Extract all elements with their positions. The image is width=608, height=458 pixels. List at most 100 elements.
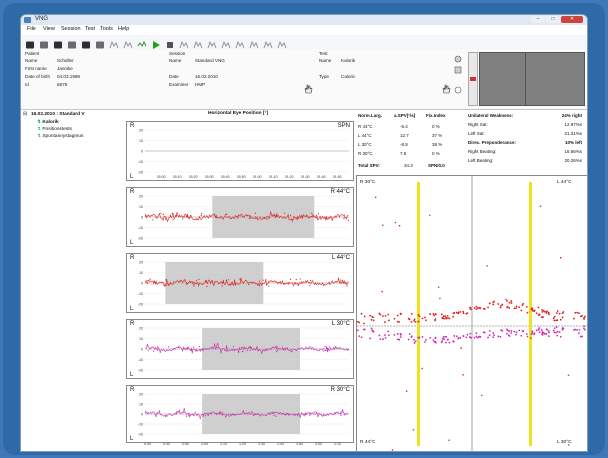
save-as-icon[interactable] xyxy=(81,37,91,49)
spv-point-red xyxy=(387,313,390,316)
spv-point-red xyxy=(479,307,482,310)
spv-point-red xyxy=(533,309,536,312)
spv-point xyxy=(200,212,203,215)
x-tick-label: 0:40 xyxy=(163,442,170,446)
panel-label-left-side: L xyxy=(130,240,134,246)
spv-point-magenta xyxy=(552,329,555,332)
spv-point-red xyxy=(542,309,545,312)
spv-point-magenta xyxy=(479,335,482,338)
trace-panel-4[interactable]: 20 10 0 -10 -20 R L 30°C L xyxy=(126,319,354,379)
marker-icon[interactable] xyxy=(123,37,133,49)
spv-point-magenta xyxy=(379,338,382,340)
spv-point-magenta xyxy=(442,336,445,338)
spv-outlier xyxy=(391,449,394,451)
eye-icon[interactable] xyxy=(263,37,273,49)
spv-point-red xyxy=(521,304,524,306)
panel-label-left-side: L xyxy=(130,174,134,180)
play-icon[interactable] xyxy=(151,37,161,49)
spv-point-magenta xyxy=(497,335,500,338)
tree-root[interactable]: 16.02.2010 : Standard V xyxy=(31,112,85,117)
x-tick-label: 1:50 xyxy=(296,442,303,446)
tree-item-positionstests[interactable]: ↯ Positionstests xyxy=(37,127,72,132)
menu-help[interactable]: Help xyxy=(118,26,130,32)
list-icon[interactable] xyxy=(454,66,462,74)
menu-test[interactable]: Test xyxy=(85,26,96,32)
maximize-button[interactable]: □ xyxy=(546,16,560,23)
hand-icon-2[interactable] xyxy=(441,84,451,94)
save-icon[interactable] xyxy=(67,37,77,49)
close-button[interactable]: ✕ xyxy=(561,16,583,23)
menu-view[interactable]: View xyxy=(43,26,55,32)
tree-item-spontannystagmus[interactable]: ↯ Spontannystagmus xyxy=(37,134,84,139)
spectrum-icon[interactable] xyxy=(207,37,217,49)
target-icon[interactable] xyxy=(454,86,462,94)
spv-point xyxy=(225,350,228,352)
menu-file[interactable]: File xyxy=(27,26,36,32)
menu-tools[interactable]: Tools xyxy=(100,26,113,32)
spv-outlier xyxy=(567,444,570,446)
print-icon[interactable] xyxy=(95,37,105,49)
waveform-icon[interactable] xyxy=(193,37,203,49)
slider-thumb[interactable] xyxy=(470,77,476,81)
spv-point-red xyxy=(553,319,556,322)
spv-outlier xyxy=(567,374,570,376)
spv-point xyxy=(186,215,188,218)
spv-point xyxy=(200,215,202,217)
crosshair-icon[interactable] xyxy=(179,37,189,49)
menu-session[interactable]: Session xyxy=(61,26,81,32)
spv-outlier xyxy=(394,221,397,224)
open-icon[interactable] xyxy=(39,37,49,49)
settings-icon[interactable] xyxy=(235,37,245,49)
analysis-icon[interactable] xyxy=(221,37,231,49)
spv-point xyxy=(191,349,193,351)
nystagmus-icon[interactable] xyxy=(249,37,259,49)
spv-point-magenta xyxy=(545,333,548,335)
stats-right-label: Direc. Preponderance: xyxy=(468,140,517,145)
spv-point-magenta xyxy=(429,336,432,339)
tree-item-kalorik[interactable]: ↯ Kalorik xyxy=(37,120,59,125)
record-dot-icon[interactable] xyxy=(454,55,462,63)
spv-point-magenta xyxy=(533,332,536,335)
spv-point-magenta xyxy=(396,333,399,335)
stats-right-value: 21.31%s xyxy=(564,131,582,136)
new-icon[interactable] xyxy=(25,37,35,49)
spv-point-red xyxy=(363,322,365,325)
trace-panel-3[interactable]: 20 10 0 -10 -20 R L 44°C L xyxy=(126,253,354,313)
patient-first-label: First name xyxy=(25,66,47,71)
spv-point xyxy=(155,216,157,218)
spv-point xyxy=(254,349,256,351)
trace-panel-2[interactable]: 20 10 0 -10 -20 R R 44°C L xyxy=(126,187,354,247)
y-tick-label: -10 xyxy=(138,160,143,164)
patient-icon[interactable] xyxy=(53,37,63,49)
spv-point xyxy=(187,346,189,348)
x-tick-label: 1:40 xyxy=(277,442,284,446)
spv-point xyxy=(242,351,244,353)
tree-expander-icon[interactable]: ⊟ xyxy=(23,112,28,117)
vertical-slider[interactable] xyxy=(468,52,478,106)
y-tick-label: -10 xyxy=(138,423,143,427)
spv-point-red xyxy=(384,315,387,317)
stop-icon[interactable] xyxy=(165,37,175,48)
spv-point-magenta xyxy=(418,336,421,339)
trace-panel-1[interactable]: 20 10 0 -10 -20 00:00 00:10 00:20 00:30 00:40 00:5… xyxy=(126,121,354,181)
hand-icon[interactable] xyxy=(303,84,313,94)
spv-point-red xyxy=(413,318,416,321)
spv-point xyxy=(221,285,223,287)
calibrate-icon[interactable] xyxy=(109,37,119,49)
spv-point-red xyxy=(396,320,399,323)
rotate-icon[interactable] xyxy=(277,37,287,49)
spv-point-magenta xyxy=(413,342,416,344)
trace-panel-5[interactable]: 20 10 0 -10 -20 R R 30°C L xyxy=(126,385,354,443)
spv-point xyxy=(171,212,173,214)
spv-point-red xyxy=(418,315,421,318)
minimize-button[interactable]: – xyxy=(531,16,545,23)
y-tick-label: -20 xyxy=(138,369,143,373)
spv-point-magenta xyxy=(487,336,489,339)
spv-point xyxy=(346,285,348,287)
spv-point xyxy=(192,346,195,348)
record-icon[interactable] xyxy=(137,37,147,47)
spv-point-magenta xyxy=(357,329,359,332)
spv-point-magenta xyxy=(469,332,472,335)
spv-point-magenta xyxy=(399,332,402,335)
spv-point-red xyxy=(410,321,413,323)
